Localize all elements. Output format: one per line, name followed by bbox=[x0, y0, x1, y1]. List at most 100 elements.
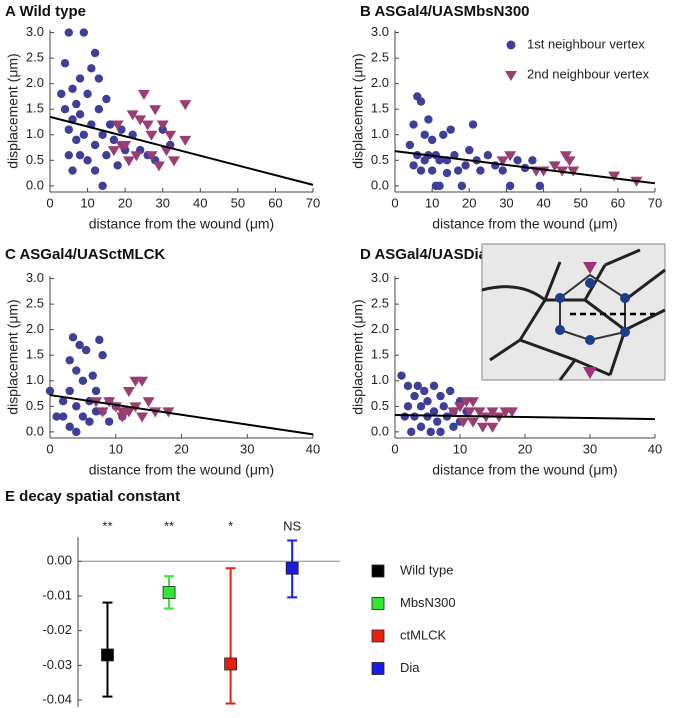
y-tick-label: 2.5 bbox=[26, 296, 44, 311]
point bbox=[90, 140, 100, 150]
point bbox=[95, 335, 104, 345]
point bbox=[136, 376, 149, 387]
point bbox=[156, 120, 169, 131]
point bbox=[473, 407, 486, 418]
point bbox=[548, 161, 561, 172]
point bbox=[90, 48, 100, 58]
y-tick-label: 3.0 bbox=[371, 24, 389, 39]
point bbox=[224, 657, 238, 671]
x-tick-label: 20 bbox=[118, 195, 132, 210]
y-tick-label: 1.5 bbox=[371, 101, 389, 116]
point bbox=[559, 151, 572, 162]
title-main: D ASGal4/UASDia bbox=[360, 246, 488, 263]
significance-label: NS bbox=[283, 518, 301, 533]
point bbox=[65, 386, 74, 396]
y-tick-label: 1.5 bbox=[26, 101, 44, 116]
point bbox=[102, 151, 111, 160]
point bbox=[457, 181, 467, 191]
y-tick-label: 2.5 bbox=[371, 50, 389, 65]
point bbox=[83, 89, 92, 99]
point bbox=[496, 156, 509, 167]
point bbox=[60, 105, 70, 114]
x-tick-label: 10 bbox=[453, 441, 467, 456]
point bbox=[513, 156, 522, 165]
legend-marker bbox=[371, 629, 385, 643]
x-tick-label: 50 bbox=[231, 195, 245, 210]
point bbox=[435, 156, 444, 165]
point bbox=[435, 181, 444, 191]
y-axis-label: displacement (μm) bbox=[5, 53, 21, 168]
point bbox=[85, 417, 94, 426]
x-tick-label: 60 bbox=[611, 195, 625, 210]
fit-line bbox=[394, 414, 656, 421]
chart-title: A Wild type bbox=[5, 3, 86, 20]
point bbox=[467, 397, 479, 408]
point bbox=[567, 166, 580, 177]
y-tick-label: 1.5 bbox=[26, 347, 44, 362]
point bbox=[409, 120, 418, 129]
x-tick-label: 70 bbox=[648, 195, 662, 210]
point bbox=[134, 115, 147, 126]
point bbox=[145, 151, 158, 162]
point bbox=[98, 351, 107, 360]
y-tick-label: -0.04 bbox=[42, 691, 72, 706]
point bbox=[403, 402, 413, 411]
y-tick-label: 1.0 bbox=[371, 372, 389, 387]
point bbox=[285, 561, 299, 575]
x-tick-label: 10 bbox=[425, 195, 439, 210]
point bbox=[416, 402, 426, 411]
point bbox=[498, 166, 507, 175]
x-tick-label: 30 bbox=[583, 441, 597, 456]
x-tick-label: 20 bbox=[174, 441, 188, 456]
point bbox=[420, 386, 429, 396]
point bbox=[486, 407, 499, 418]
point bbox=[107, 146, 120, 157]
point bbox=[45, 386, 55, 396]
legend-marker bbox=[505, 71, 517, 81]
point bbox=[429, 381, 439, 391]
point bbox=[528, 156, 537, 165]
point bbox=[405, 140, 415, 150]
point bbox=[463, 407, 476, 418]
point bbox=[468, 120, 478, 129]
point bbox=[103, 397, 116, 408]
x-tick-label: 20 bbox=[462, 195, 476, 210]
point bbox=[454, 402, 466, 413]
y-tick-label: 0.00 bbox=[47, 553, 72, 568]
y-tick-label: -0.02 bbox=[42, 622, 72, 637]
point bbox=[68, 333, 78, 342]
point bbox=[109, 135, 119, 145]
legend-marker bbox=[371, 597, 385, 610]
fit-line bbox=[394, 150, 656, 185]
point bbox=[145, 130, 158, 141]
point bbox=[72, 427, 81, 437]
point bbox=[68, 166, 77, 175]
point bbox=[457, 417, 470, 428]
y-tick-label: 2.0 bbox=[26, 321, 44, 336]
y-tick-label: 0.5 bbox=[26, 398, 44, 413]
x-tick-label: 0 bbox=[391, 195, 398, 210]
legend-marker bbox=[371, 662, 385, 675]
point bbox=[429, 407, 439, 416]
x-tick-label: 50 bbox=[573, 195, 587, 210]
point bbox=[81, 345, 91, 355]
x-tick-label: 0 bbox=[391, 441, 398, 456]
point bbox=[453, 166, 463, 175]
y-tick-label: 1.0 bbox=[371, 126, 389, 141]
point bbox=[397, 371, 406, 380]
point bbox=[90, 166, 100, 175]
point bbox=[57, 89, 66, 99]
x-tick-label: 0 bbox=[46, 195, 53, 210]
point bbox=[446, 125, 455, 134]
y-tick-label: 0.5 bbox=[26, 152, 44, 167]
title-main: B ASGal4/UASMbsN300 bbox=[360, 3, 530, 20]
point bbox=[486, 422, 499, 433]
point bbox=[72, 402, 81, 411]
point bbox=[461, 161, 470, 170]
point bbox=[64, 28, 73, 37]
point bbox=[75, 151, 85, 160]
x-axis-label: distance from the wound (μm) bbox=[432, 462, 617, 478]
point bbox=[563, 156, 576, 167]
y-tick-label: 2.5 bbox=[26, 50, 44, 65]
